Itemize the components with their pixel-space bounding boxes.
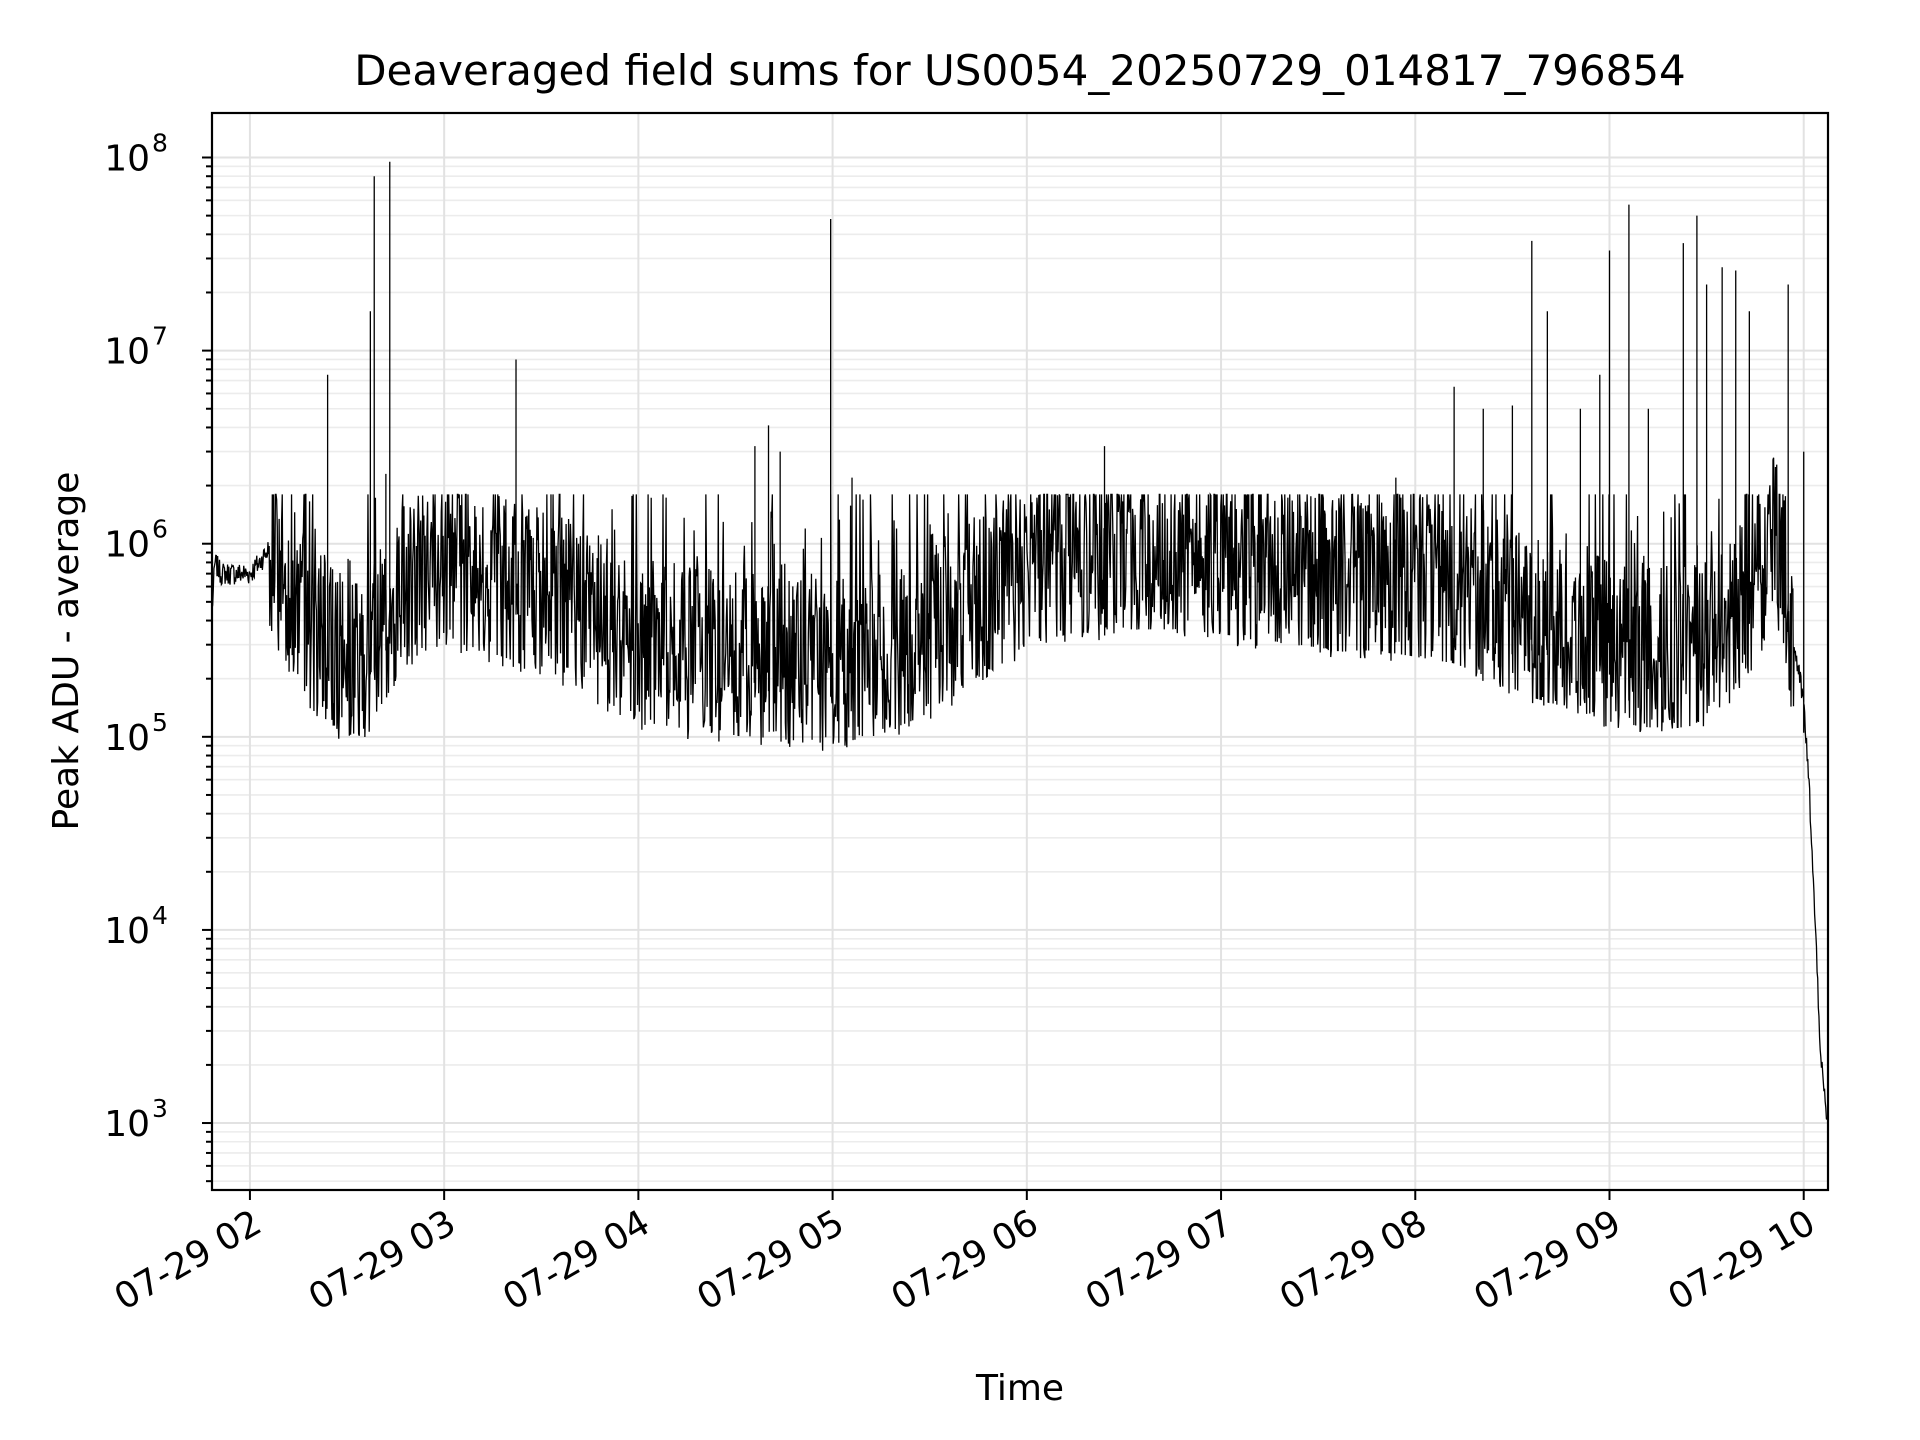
- y-tick-exponent: 5: [152, 708, 168, 737]
- series-layer: [211, 161, 1828, 1120]
- y-tick-label: 10: [104, 525, 150, 566]
- y-axis-label: Peak ADU - average: [46, 472, 87, 831]
- y-tick-label: 10: [104, 911, 150, 952]
- y-tick-label: 10: [104, 332, 150, 373]
- y-tick-exponent: 8: [152, 129, 168, 158]
- y-tick-label: 10: [104, 139, 150, 180]
- x-tick-label: 07-29 09: [1467, 1202, 1628, 1318]
- tick-layer: [202, 156, 1805, 1200]
- y-tick-exponent: 6: [152, 515, 168, 544]
- plot-frame: [210, 111, 1830, 1192]
- x-tick-label: 07-29 04: [496, 1202, 657, 1318]
- y-tick-exponent: 7: [152, 322, 168, 351]
- x-tick-label: 07-29 03: [302, 1202, 463, 1318]
- x-tick-label: 07-29 05: [690, 1202, 851, 1318]
- y-tick-label: 10: [104, 1104, 150, 1145]
- x-tick-label: 07-29 06: [885, 1202, 1046, 1318]
- x-tick-label: 07-29 07: [1079, 1202, 1240, 1318]
- y-tick-exponent: 3: [152, 1094, 168, 1123]
- grid-layer: [212, 113, 1828, 1190]
- x-tick-label: 07-29 02: [108, 1202, 269, 1318]
- x-tick-label: 07-29 08: [1273, 1202, 1434, 1318]
- series-line: [211, 161, 1828, 1120]
- chart-title: Deaveraged field sums for US0054_2025072…: [354, 46, 1686, 95]
- y-tick-exponent: 4: [152, 901, 168, 930]
- x-tick-label: 07-29 10: [1662, 1202, 1823, 1318]
- x-axis-label: Time: [975, 1368, 1064, 1409]
- y-tick-label: 10: [104, 718, 150, 759]
